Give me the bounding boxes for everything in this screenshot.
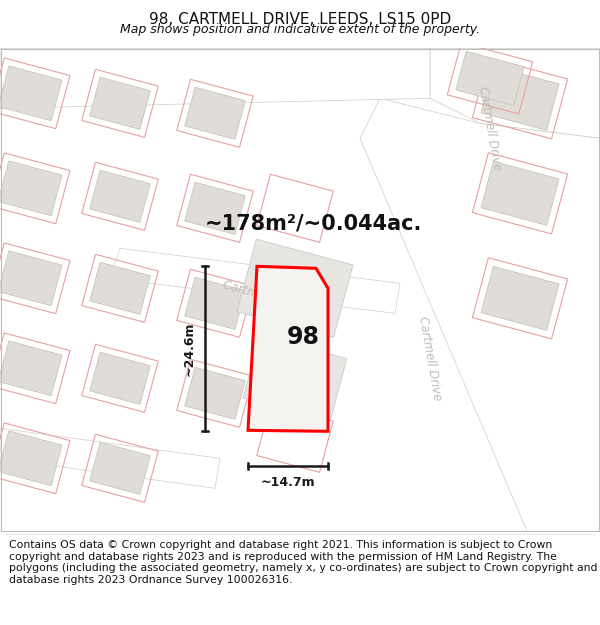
- Polygon shape: [90, 352, 150, 404]
- Polygon shape: [481, 161, 559, 225]
- Text: ~24.6m: ~24.6m: [183, 321, 196, 376]
- Polygon shape: [360, 98, 600, 538]
- Polygon shape: [430, 48, 600, 138]
- Polygon shape: [248, 266, 328, 431]
- Text: Contains OS data © Crown copyright and database right 2021. This information is : Contains OS data © Crown copyright and d…: [9, 540, 598, 585]
- Text: Map shows position and indicative extent of the property.: Map shows position and indicative extent…: [120, 23, 480, 36]
- Polygon shape: [243, 335, 347, 421]
- Polygon shape: [481, 266, 559, 330]
- Polygon shape: [90, 262, 150, 314]
- Polygon shape: [0, 431, 62, 486]
- Polygon shape: [0, 161, 62, 216]
- Polygon shape: [0, 48, 430, 108]
- Polygon shape: [110, 248, 400, 313]
- Text: 98: 98: [287, 325, 320, 349]
- Polygon shape: [185, 88, 245, 139]
- Polygon shape: [185, 368, 245, 419]
- Polygon shape: [0, 251, 62, 306]
- Polygon shape: [90, 78, 150, 129]
- Text: Cartmell Court: Cartmell Court: [221, 279, 308, 314]
- Text: Cartmell Drive: Cartmell Drive: [416, 315, 444, 401]
- Polygon shape: [0, 66, 62, 121]
- Polygon shape: [0, 341, 62, 396]
- Text: ~14.7m: ~14.7m: [260, 476, 316, 489]
- Polygon shape: [185, 278, 245, 329]
- Polygon shape: [237, 239, 353, 338]
- Polygon shape: [456, 51, 524, 106]
- Polygon shape: [265, 293, 325, 343]
- Polygon shape: [0, 428, 220, 488]
- Text: ~178m²/~0.044ac.: ~178m²/~0.044ac.: [205, 213, 422, 233]
- Text: 98, CARTMELL DRIVE, LEEDS, LS15 0PD: 98, CARTMELL DRIVE, LEEDS, LS15 0PD: [149, 12, 451, 27]
- Polygon shape: [90, 442, 150, 494]
- Polygon shape: [481, 66, 559, 130]
- Polygon shape: [185, 182, 245, 234]
- Polygon shape: [90, 170, 150, 222]
- Text: Cartmell Drive: Cartmell Drive: [476, 85, 504, 171]
